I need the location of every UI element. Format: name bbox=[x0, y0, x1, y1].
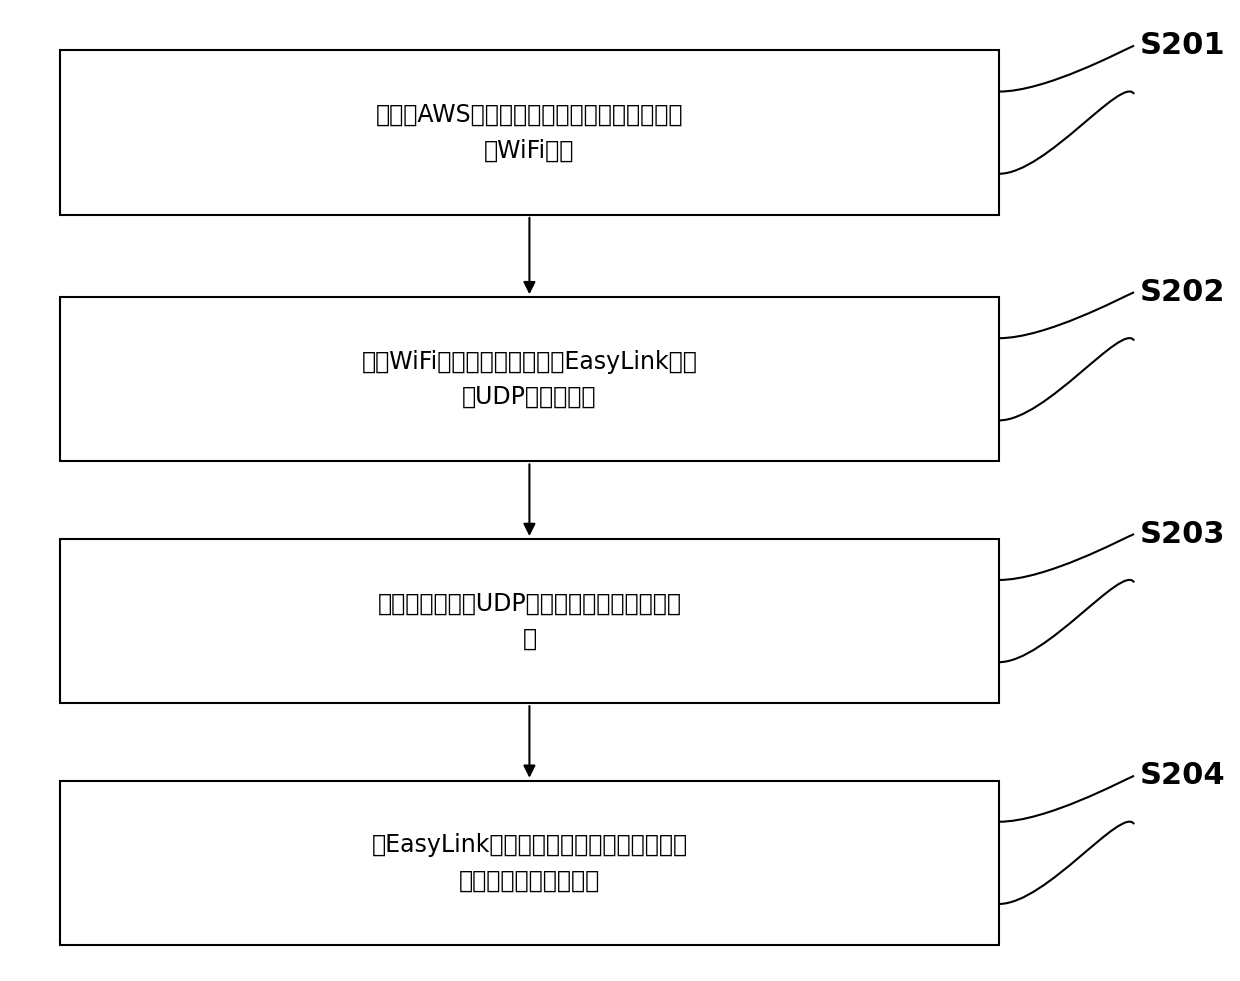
Text: S203: S203 bbox=[1140, 520, 1225, 548]
Text: 在EasyLink连接成功后基于配网信息向云服
务器请求进行配网绑定: 在EasyLink连接成功后基于配网信息向云服 务器请求进行配网绑定 bbox=[371, 833, 687, 893]
FancyBboxPatch shape bbox=[60, 781, 999, 945]
Text: 在启动AWS配网模式之后，接收配置终端发送
的WiFi信息: 在启动AWS配网模式之后，接收配置终端发送 的WiFi信息 bbox=[376, 103, 683, 163]
FancyBboxPatch shape bbox=[60, 50, 999, 215]
Text: S202: S202 bbox=[1140, 278, 1225, 307]
Text: S201: S201 bbox=[1140, 31, 1225, 60]
FancyBboxPatch shape bbox=[60, 297, 999, 461]
Text: 接收配置终端以UDP广播包形式发送的配网信
息: 接收配置终端以UDP广播包形式发送的配网信 息 bbox=[377, 592, 682, 650]
FancyBboxPatch shape bbox=[60, 539, 999, 703]
Text: 基于WiFi信息与配置终端进行EasyLink连接
和UDP收发包准备: 基于WiFi信息与配置终端进行EasyLink连接 和UDP收发包准备 bbox=[362, 349, 697, 409]
Text: S204: S204 bbox=[1140, 761, 1225, 791]
